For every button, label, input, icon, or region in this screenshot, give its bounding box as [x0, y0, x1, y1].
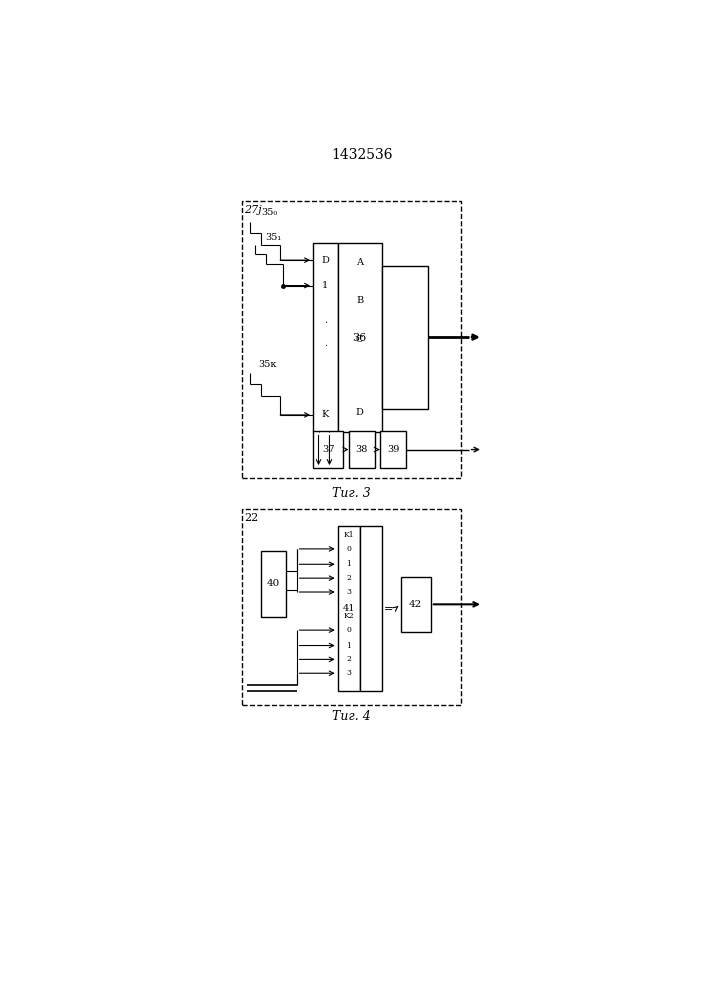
Text: 3: 3	[346, 669, 351, 677]
Text: =: =	[383, 604, 393, 614]
Bar	[338, 243, 382, 432]
Text: 40: 40	[267, 579, 280, 588]
Text: 38: 38	[356, 445, 368, 454]
Bar	[242, 201, 461, 478]
Text: 35₀: 35₀	[261, 208, 277, 217]
Text: B: B	[356, 296, 363, 305]
Bar	[261, 551, 286, 617]
Text: 2: 2	[346, 655, 351, 663]
Text: 2: 2	[346, 574, 351, 582]
Bar	[242, 509, 461, 705]
Bar	[360, 526, 382, 691]
Text: 36: 36	[353, 333, 367, 343]
Bar	[401, 577, 431, 632]
Text: A: A	[356, 258, 363, 267]
Bar	[313, 431, 343, 468]
Text: 0: 0	[346, 626, 351, 634]
Text: K1: K1	[344, 531, 354, 539]
Bar	[349, 431, 375, 468]
Text: 1: 1	[346, 642, 351, 650]
Text: 1: 1	[346, 560, 351, 568]
Text: 1432536: 1432536	[332, 148, 393, 162]
Text: 3: 3	[346, 588, 351, 596]
Text: .: .	[324, 316, 327, 325]
Text: D: D	[322, 256, 329, 265]
Text: Τиг. 4: Τиг. 4	[332, 710, 370, 723]
Text: 22: 22	[245, 513, 259, 523]
Text: .: .	[324, 339, 327, 348]
Text: 27j: 27j	[245, 205, 262, 215]
Text: K2: K2	[344, 612, 354, 620]
Text: 37: 37	[322, 445, 334, 454]
Bar	[382, 266, 428, 409]
Text: 39: 39	[387, 445, 399, 454]
Text: 35к: 35к	[258, 360, 276, 369]
Text: 35₁: 35₁	[265, 233, 281, 242]
Text: K: K	[322, 410, 329, 419]
Text: 0: 0	[346, 545, 351, 553]
Bar	[338, 526, 360, 691]
Bar	[380, 431, 407, 468]
Text: D: D	[356, 408, 363, 417]
Text: 42: 42	[409, 600, 422, 609]
Text: C: C	[356, 335, 363, 344]
Text: Τиг. 3: Τиг. 3	[332, 487, 370, 500]
Text: 1: 1	[322, 281, 329, 290]
Bar	[313, 243, 338, 432]
Text: 41: 41	[342, 604, 355, 613]
